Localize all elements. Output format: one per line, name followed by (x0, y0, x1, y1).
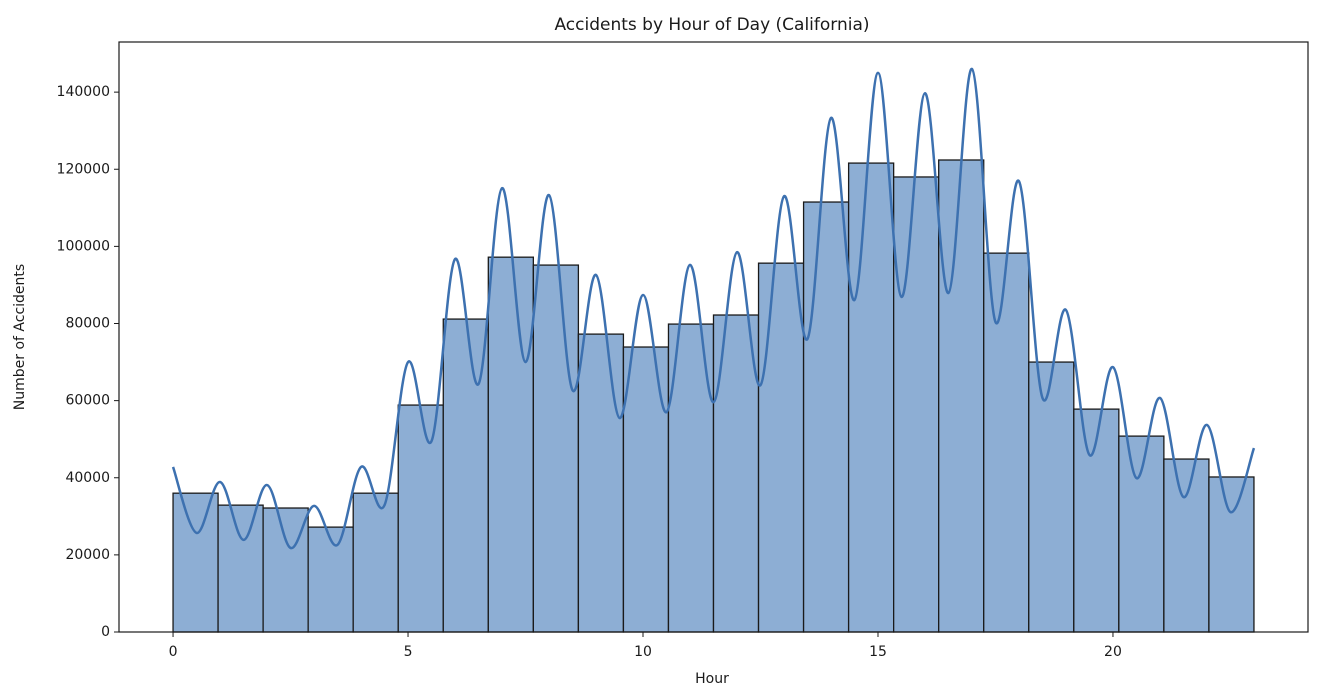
bar (172, 492, 219, 633)
kde-line (171, 67, 1256, 550)
y-tick-label: 40000 (65, 470, 110, 486)
y-tick-label: 20000 (65, 547, 110, 563)
bar (1118, 435, 1165, 633)
bar (397, 404, 444, 633)
y-tick-label: 80000 (65, 316, 110, 332)
x-tick-label: 0 (169, 644, 178, 660)
bar (352, 492, 399, 633)
bar (487, 256, 535, 633)
y-tick-label: 100000 (57, 238, 110, 254)
bar (622, 346, 670, 633)
y-axis-label: Number of Accidents (12, 264, 28, 410)
bar (1163, 458, 1210, 633)
bar (262, 507, 309, 633)
bar (802, 201, 850, 633)
bar (757, 262, 805, 633)
y-tick-label: 120000 (57, 161, 110, 177)
bar (847, 162, 895, 633)
bar (532, 264, 580, 633)
y-tick-label: 0 (101, 624, 110, 640)
plot-frame (118, 41, 1309, 633)
x-tick-label: 5 (404, 644, 413, 660)
y-tick-label: 140000 (57, 84, 110, 100)
bar (1028, 361, 1075, 633)
bar (983, 252, 1030, 633)
bar (577, 333, 625, 633)
bar (938, 159, 985, 633)
x-axis-label: Hour (695, 671, 729, 687)
x-tick-label: 20 (1104, 644, 1122, 660)
bar (1208, 476, 1255, 633)
bar (217, 504, 264, 633)
x-tick-label: 15 (869, 644, 887, 660)
bar (892, 176, 940, 633)
y-tick-label: 60000 (65, 393, 110, 409)
bar (307, 526, 354, 633)
x-tick-label: 10 (634, 644, 652, 660)
chart-title: Accidents by Hour of Day (California) (554, 15, 869, 35)
